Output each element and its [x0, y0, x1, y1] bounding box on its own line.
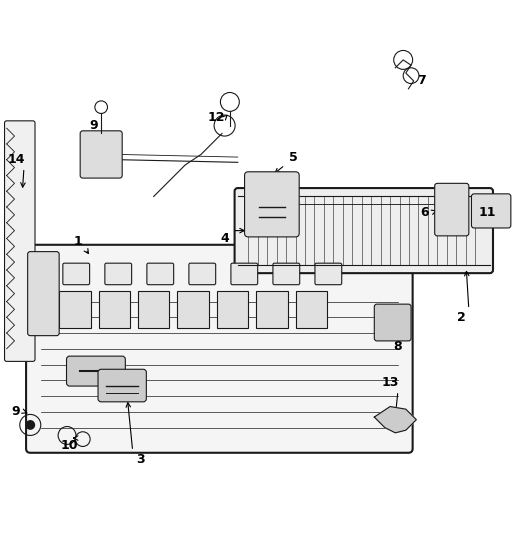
FancyBboxPatch shape: [5, 121, 35, 361]
FancyBboxPatch shape: [27, 252, 59, 336]
FancyBboxPatch shape: [231, 263, 258, 285]
FancyBboxPatch shape: [26, 245, 413, 453]
FancyBboxPatch shape: [374, 304, 411, 341]
Text: 7: 7: [417, 75, 426, 87]
FancyBboxPatch shape: [234, 188, 493, 273]
FancyBboxPatch shape: [244, 172, 299, 237]
Text: 11: 11: [478, 206, 496, 219]
FancyBboxPatch shape: [315, 263, 342, 285]
FancyBboxPatch shape: [63, 263, 90, 285]
Bar: [59, 291, 91, 328]
Text: 10: 10: [61, 440, 79, 453]
Text: 1: 1: [73, 234, 82, 248]
Text: 9: 9: [12, 406, 21, 419]
Text: 6: 6: [420, 206, 429, 219]
FancyBboxPatch shape: [105, 263, 131, 285]
Text: 8: 8: [393, 340, 402, 353]
FancyBboxPatch shape: [273, 263, 300, 285]
Bar: [99, 291, 130, 328]
Circle shape: [26, 421, 34, 429]
FancyBboxPatch shape: [147, 263, 174, 285]
Polygon shape: [374, 407, 416, 433]
FancyBboxPatch shape: [98, 369, 146, 402]
Text: 12: 12: [208, 111, 225, 124]
Bar: [177, 291, 209, 328]
Bar: [138, 291, 169, 328]
FancyBboxPatch shape: [472, 194, 511, 228]
Bar: [216, 291, 248, 328]
Bar: [296, 291, 327, 328]
Text: 2: 2: [457, 310, 465, 324]
FancyBboxPatch shape: [67, 356, 125, 386]
FancyBboxPatch shape: [435, 184, 469, 236]
Text: 14: 14: [7, 153, 25, 166]
Text: 13: 13: [381, 376, 399, 389]
FancyBboxPatch shape: [80, 131, 122, 178]
Text: 3: 3: [136, 453, 145, 465]
FancyBboxPatch shape: [189, 263, 215, 285]
Text: 9: 9: [89, 119, 98, 132]
Text: 5: 5: [288, 151, 297, 164]
Text: 4: 4: [220, 232, 229, 245]
Bar: [256, 291, 288, 328]
